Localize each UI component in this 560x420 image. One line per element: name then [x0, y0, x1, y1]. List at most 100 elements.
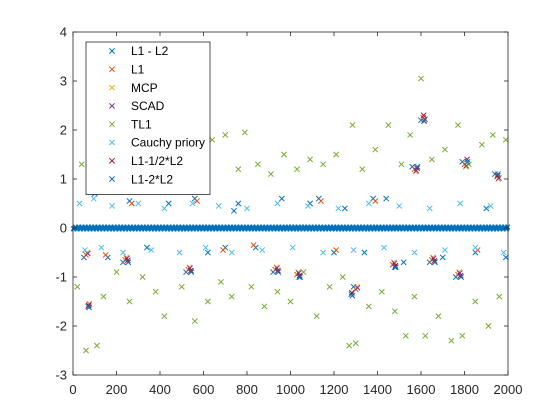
data-point — [220, 247, 227, 254]
data-point — [333, 151, 340, 158]
data-point — [352, 340, 359, 347]
data-point — [431, 259, 438, 266]
data-point — [422, 332, 429, 339]
data-point — [398, 161, 405, 168]
legend-marker — [109, 84, 115, 91]
data-point — [250, 242, 257, 249]
data-point — [487, 202, 494, 209]
data-point — [439, 254, 446, 261]
legend-marker — [109, 102, 115, 109]
data-point — [381, 244, 387, 251]
x-tick-label: 400 — [149, 382, 171, 397]
data-point — [339, 274, 346, 280]
data-point — [307, 156, 314, 163]
data-point — [204, 249, 211, 256]
data-point — [139, 274, 146, 280]
data-point — [349, 122, 356, 129]
data-point — [396, 202, 403, 209]
data-point — [457, 272, 464, 279]
legend-label: L1-2*L2 — [131, 172, 173, 186]
data-point — [215, 202, 222, 209]
data-point — [204, 298, 211, 305]
legend-marker — [109, 121, 115, 128]
data-point — [361, 249, 368, 256]
data-point — [100, 293, 107, 300]
data-point — [74, 283, 81, 290]
legend-label: SCAD — [131, 99, 165, 113]
data-point — [418, 75, 424, 82]
data-point — [407, 131, 414, 138]
data-point — [248, 283, 255, 290]
data-point — [86, 304, 93, 311]
data-point — [472, 244, 479, 251]
data-point — [400, 259, 407, 266]
data-point — [346, 342, 353, 349]
data-point — [414, 163, 421, 170]
data-point — [500, 249, 507, 256]
y-tick-label: 0 — [60, 221, 67, 236]
data-point — [385, 122, 392, 129]
data-point — [235, 166, 242, 173]
data-point — [326, 283, 333, 290]
data-point — [228, 293, 235, 300]
legend-marker — [109, 139, 115, 146]
data-point — [178, 283, 185, 290]
data-point — [335, 205, 342, 212]
y-tick-label: 2 — [60, 123, 67, 138]
legend-item: SCAD — [109, 99, 165, 113]
data-point — [275, 269, 282, 276]
data-point — [391, 308, 398, 315]
data-point — [464, 158, 471, 165]
legend-item: L1 - L2 — [109, 44, 169, 58]
data-point — [392, 264, 399, 271]
data-point — [289, 244, 296, 251]
x-tick-label: 800 — [236, 382, 258, 397]
legend-label: L1 — [131, 63, 145, 77]
data-point — [435, 313, 442, 320]
data-point — [320, 161, 327, 168]
data-point — [113, 269, 120, 276]
data-point — [372, 198, 379, 205]
data-point — [98, 244, 105, 251]
data-point — [120, 249, 126, 256]
data-point — [274, 288, 281, 295]
legend-label: MCP — [131, 81, 158, 95]
data-point — [494, 172, 501, 179]
data-point — [189, 200, 196, 207]
data-point — [455, 122, 461, 129]
x-tick-label: 1200 — [320, 382, 349, 397]
x-tick-label: 1000 — [276, 382, 305, 397]
data-point — [274, 267, 281, 274]
data-point — [478, 141, 485, 148]
data-point — [372, 146, 379, 153]
y-tick-label: 1 — [60, 172, 67, 187]
data-point — [287, 298, 294, 305]
data-point — [90, 195, 97, 202]
data-point — [188, 269, 195, 276]
data-point — [428, 156, 435, 163]
data-point — [441, 146, 448, 153]
data-point — [421, 118, 427, 125]
data-point — [414, 165, 421, 172]
legend-marker — [109, 157, 115, 164]
data-point — [359, 166, 366, 173]
data-point — [383, 195, 390, 202]
data-point — [313, 313, 320, 320]
data-point — [191, 318, 198, 325]
y-tick-label: 3 — [60, 74, 67, 89]
data-point — [341, 205, 348, 212]
data-point — [235, 200, 242, 207]
data-point — [411, 293, 418, 300]
legend-item: L1 — [109, 63, 145, 77]
data-point — [209, 136, 216, 143]
data-point — [411, 249, 418, 256]
data-point — [402, 332, 409, 339]
y-tick-label: 4 — [60, 25, 67, 40]
data-point — [420, 112, 427, 119]
data-point — [202, 244, 209, 251]
data-point — [76, 200, 83, 207]
data-point — [187, 267, 194, 274]
data-point — [124, 257, 131, 264]
data-point — [254, 161, 261, 168]
